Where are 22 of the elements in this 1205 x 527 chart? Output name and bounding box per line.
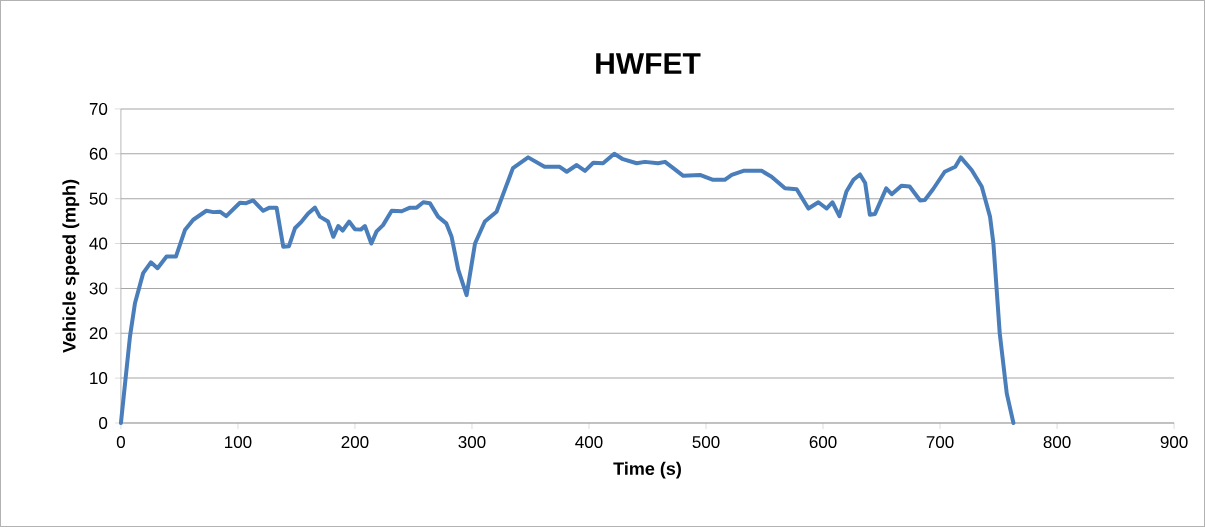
- x-tick-label: 700: [926, 436, 954, 449]
- y-tick-label: 10: [90, 372, 108, 385]
- x-tick-label: 900: [1160, 436, 1188, 449]
- x-tick-label: 400: [575, 436, 603, 449]
- y-tick-label: 50: [89, 192, 108, 205]
- x-tick-label: 300: [458, 436, 486, 449]
- x-tick-label: 200: [341, 436, 369, 449]
- y-tick-label: 40: [89, 237, 108, 250]
- x-tick-label: 800: [1043, 436, 1071, 449]
- chart-title: HWFET: [596, 53, 701, 74]
- line-series: [118, 151, 1016, 426]
- y-tick-label: 30: [89, 282, 108, 295]
- x-tick-label: 600: [809, 436, 837, 449]
- y-tick-label: 0: [99, 417, 108, 430]
- x-tick-label: 0: [116, 436, 125, 449]
- y-tick-label: 70: [89, 102, 108, 115]
- x-axis-title: Time (s): [613, 461, 681, 479]
- y-axis-title: Vehicle speed (mph): [62, 179, 80, 353]
- x-tick-label: 500: [692, 436, 720, 449]
- x-tick-label: 100: [225, 436, 252, 449]
- y-tick-label: 60: [89, 147, 108, 160]
- y-tick-label: 20: [89, 327, 108, 340]
